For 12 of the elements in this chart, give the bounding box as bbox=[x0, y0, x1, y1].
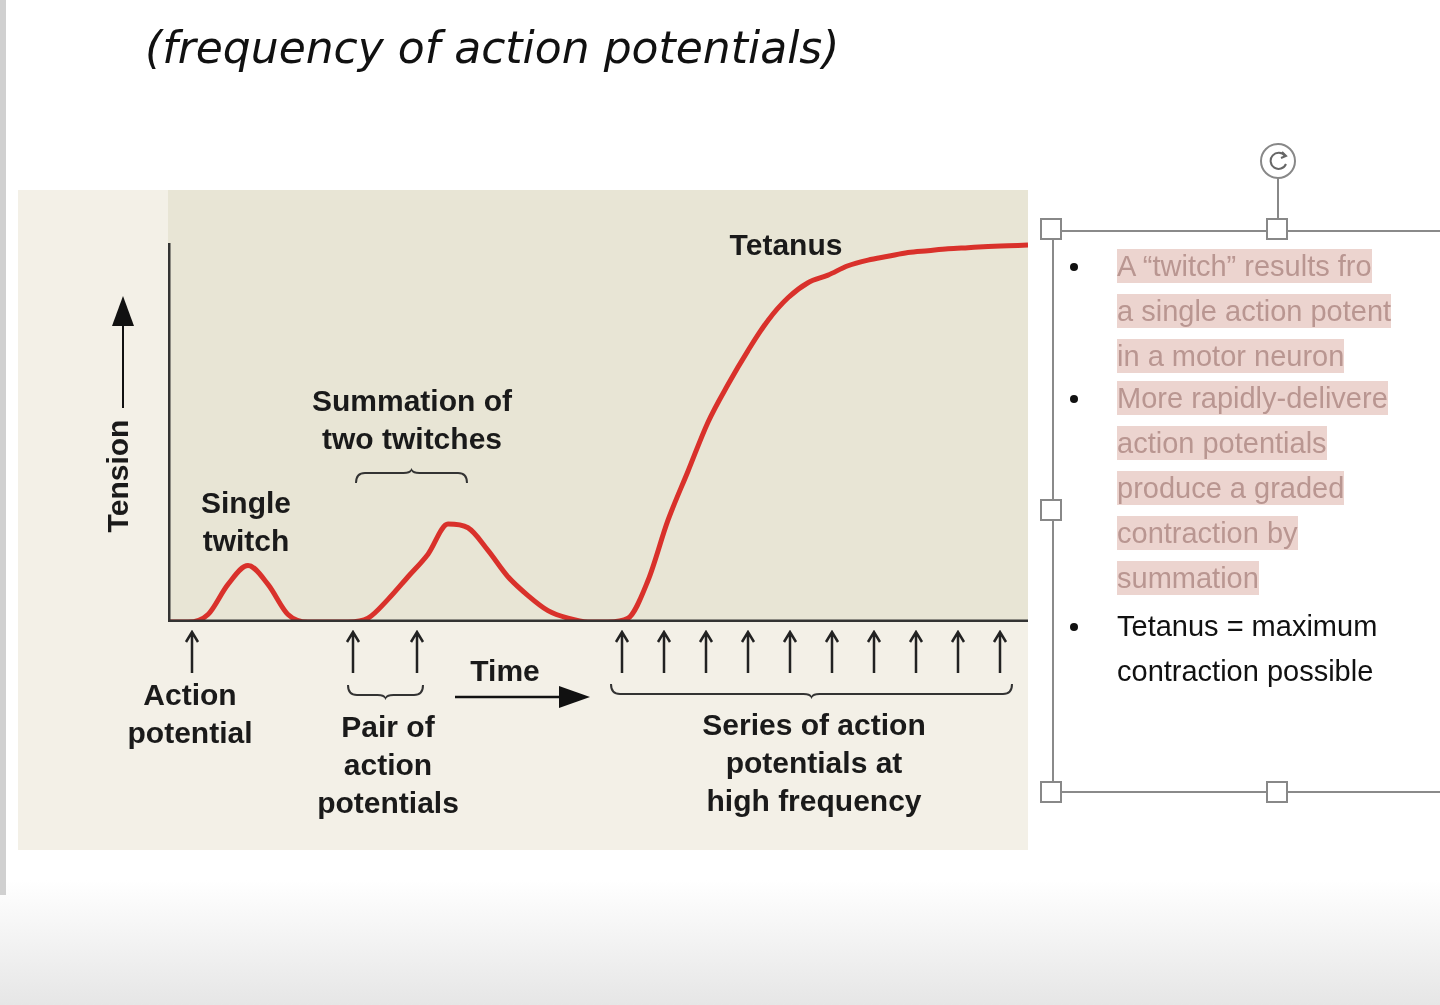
text: Tetanus = maximum contraction possible bbox=[1117, 609, 1378, 688]
text: Action potential bbox=[127, 677, 253, 751]
annotation: Summation of two twitches bbox=[312, 383, 512, 457]
text: Series of action potentials at high frequency bbox=[702, 707, 926, 819]
text: Pair of action potentials bbox=[317, 709, 459, 821]
chart-title: (frequency of action potentials) bbox=[145, 22, 840, 73]
text: More rapidly-delivere action potentials produce a graded contraction by summation bbox=[1117, 381, 1388, 595]
y-axis-title: Tension bbox=[100, 419, 135, 533]
annotation: Tetanus bbox=[729, 227, 843, 263]
x-axis-title: Time bbox=[470, 653, 540, 689]
annotation: Single twitch bbox=[200, 485, 292, 559]
text: A “twitch” results fro a single action potent in a motor neuron bbox=[1117, 249, 1392, 373]
